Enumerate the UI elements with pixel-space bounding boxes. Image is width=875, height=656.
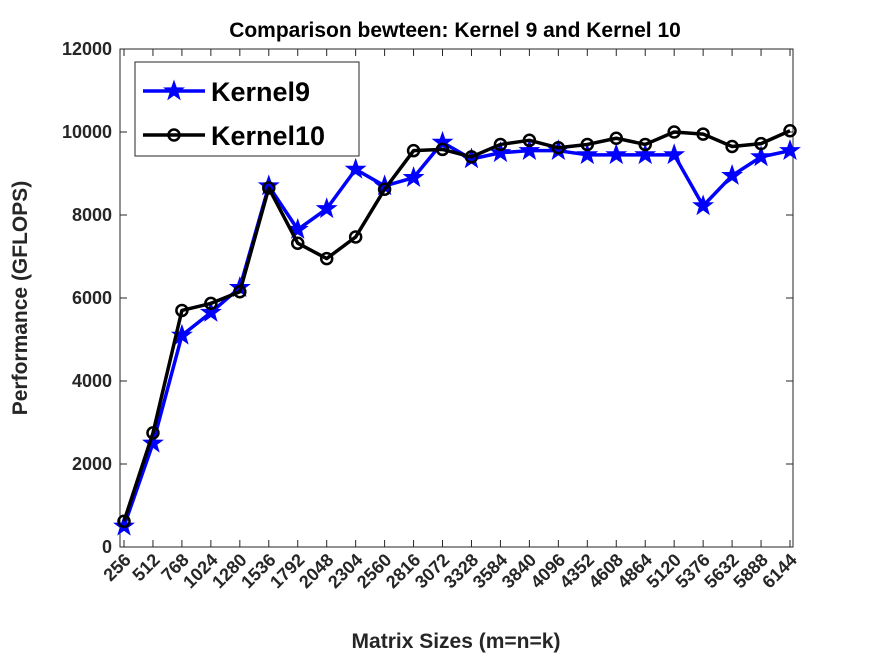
data-point-kernel10 [175,303,189,318]
data-point-kernel9 [576,143,599,165]
data-point-kernel10 [609,131,624,145]
data-point-kernel10 [290,236,305,250]
data-point-kernel9 [170,323,193,345]
data-point-kernel10 [262,181,276,195]
data-point-kernel9 [113,514,135,536]
data-point-kernel10 [204,296,218,311]
chart-title: Comparison bewteen: Kernel 9 and Kernel … [229,19,681,42]
legend-label-kernel9: Kernel9 [211,77,310,107]
data-point-kernel10 [580,137,595,152]
legend-marker-kernel10 [167,128,181,142]
y-tick-label: 8000 [72,205,112,225]
data-point-kernel9 [779,139,801,161]
y-tick-label: 4000 [72,371,112,391]
data-point-kernel9 [634,143,657,165]
y-axis-label: Performance (GFLOPS) [9,181,32,416]
y-tick-label: 2000 [72,454,112,474]
data-point-kernel10 [233,285,247,299]
data-point-kernel10 [696,127,710,141]
data-point-kernel10 [493,137,508,152]
data-point-kernel10 [117,514,131,529]
data-point-kernel9 [402,166,425,187]
y-tick-label: 6000 [72,288,112,308]
data-point-kernel10 [377,182,392,197]
legend-marker-kernel9 [163,79,185,101]
data-point-kernel9 [663,143,686,165]
data-point-kernel10 [406,143,421,158]
data-point-kernel9 [605,143,628,165]
data-point-kernel9 [692,194,715,216]
data-point-kernel10 [348,230,363,244]
data-point-kernel10 [725,139,739,154]
data-point-kernel10 [754,136,768,151]
data-point-kernel9 [489,141,512,163]
data-point-kernel10 [551,141,566,155]
data-point-kernel10 [435,142,450,157]
data-point-kernel9 [344,157,367,179]
data-point-kernel9 [142,431,164,453]
data-point-kernel9 [199,300,222,322]
x-axis-label: Matrix Sizes (m=n=k) [352,630,561,653]
data-point-kernel10 [319,251,334,266]
y-tick-label: 0 [102,537,112,557]
data-point-kernel10 [638,137,652,152]
data-point-kernel9 [750,145,772,167]
y-tick-label: 10000 [62,122,112,142]
legend-label-kernel10: Kernel10 [211,121,325,151]
data-point-kernel10 [464,150,479,164]
data-point-kernel9 [518,139,541,161]
y-axis-ticks: 0 2000 4000 6000 8000 10000 12000 [62,39,793,557]
data-point-kernel9 [315,197,338,219]
data-point-kernel10 [783,124,797,138]
legend: Kernel9 Kernel10 [134,61,360,157]
y-tick-label: 12000 [62,39,112,59]
series-layer [113,124,801,536]
series-kernel10 [117,124,797,529]
data-point-kernel9 [431,130,454,152]
data-point-kernel9 [721,164,744,185]
data-point-kernel10 [146,426,160,440]
data-point-kernel10 [667,125,681,139]
data-point-kernel10 [522,133,537,148]
